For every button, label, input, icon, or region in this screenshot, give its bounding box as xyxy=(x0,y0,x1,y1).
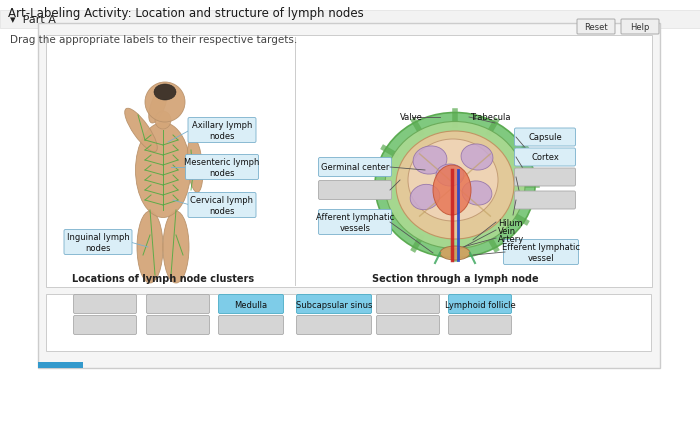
FancyBboxPatch shape xyxy=(188,118,256,143)
Text: ▾  Part A: ▾ Part A xyxy=(10,15,56,25)
FancyBboxPatch shape xyxy=(377,295,440,314)
FancyBboxPatch shape xyxy=(318,158,391,177)
Text: Cortex: Cortex xyxy=(531,153,559,162)
Ellipse shape xyxy=(375,113,535,258)
FancyBboxPatch shape xyxy=(514,169,575,187)
Text: Help: Help xyxy=(630,23,650,32)
Text: Vein: Vein xyxy=(498,226,516,235)
Text: Reset: Reset xyxy=(584,23,608,32)
FancyBboxPatch shape xyxy=(218,295,284,314)
Ellipse shape xyxy=(433,166,471,215)
FancyBboxPatch shape xyxy=(514,149,575,166)
Text: Valve: Valve xyxy=(400,113,423,122)
Text: Section through a lymph node: Section through a lymph node xyxy=(372,273,538,283)
FancyBboxPatch shape xyxy=(514,129,575,147)
Ellipse shape xyxy=(163,212,189,283)
FancyBboxPatch shape xyxy=(146,295,209,314)
Text: Lymphoid follicle: Lymphoid follicle xyxy=(444,300,515,309)
Ellipse shape xyxy=(187,138,203,193)
Text: Germinal center: Germinal center xyxy=(321,163,389,172)
Ellipse shape xyxy=(396,132,514,240)
FancyBboxPatch shape xyxy=(621,20,659,35)
FancyBboxPatch shape xyxy=(297,295,372,314)
Text: Drag the appropriate labels to their respective targets.: Drag the appropriate labels to their res… xyxy=(10,35,298,45)
FancyBboxPatch shape xyxy=(318,210,391,235)
FancyBboxPatch shape xyxy=(377,316,440,335)
Text: Medulla: Medulla xyxy=(234,300,267,309)
FancyBboxPatch shape xyxy=(577,20,615,35)
Ellipse shape xyxy=(154,85,176,101)
FancyBboxPatch shape xyxy=(186,155,258,180)
Text: Axillary lymph
nodes: Axillary lymph nodes xyxy=(192,121,252,140)
Ellipse shape xyxy=(136,123,190,218)
FancyBboxPatch shape xyxy=(38,24,660,368)
Ellipse shape xyxy=(385,122,525,249)
Text: Artery: Artery xyxy=(498,234,524,243)
Text: Inguinal lymph
nodes: Inguinal lymph nodes xyxy=(66,233,130,252)
Ellipse shape xyxy=(155,112,171,130)
FancyBboxPatch shape xyxy=(38,362,83,368)
Text: Locations of lymph node clusters: Locations of lymph node clusters xyxy=(72,273,254,283)
Ellipse shape xyxy=(461,144,493,171)
Circle shape xyxy=(145,83,185,123)
Ellipse shape xyxy=(125,109,158,152)
Ellipse shape xyxy=(436,165,464,187)
Text: Efferent lymphatic
vessel: Efferent lymphatic vessel xyxy=(502,243,580,262)
FancyBboxPatch shape xyxy=(46,294,651,351)
FancyBboxPatch shape xyxy=(449,295,512,314)
FancyBboxPatch shape xyxy=(74,316,136,335)
Ellipse shape xyxy=(440,246,470,261)
FancyBboxPatch shape xyxy=(188,193,256,218)
Text: Art-Labeling Activity: Location and structure of lymph nodes: Art-Labeling Activity: Location and stru… xyxy=(8,7,364,20)
Ellipse shape xyxy=(413,147,447,175)
FancyBboxPatch shape xyxy=(74,295,136,314)
Text: Mesenteric lymph
nodes: Mesenteric lymph nodes xyxy=(184,158,260,177)
FancyBboxPatch shape xyxy=(503,240,578,265)
Ellipse shape xyxy=(137,212,163,283)
FancyBboxPatch shape xyxy=(218,316,284,335)
FancyBboxPatch shape xyxy=(64,230,132,255)
FancyBboxPatch shape xyxy=(46,36,652,287)
Text: Subcapsular sinus: Subcapsular sinus xyxy=(296,300,372,309)
Ellipse shape xyxy=(149,88,167,124)
FancyBboxPatch shape xyxy=(318,181,391,200)
Ellipse shape xyxy=(408,140,498,221)
FancyBboxPatch shape xyxy=(146,316,209,335)
Text: Cervical lymph
nodes: Cervical lymph nodes xyxy=(190,196,253,215)
Ellipse shape xyxy=(410,185,440,210)
Text: Hilum: Hilum xyxy=(498,218,523,227)
Text: Capsule: Capsule xyxy=(528,133,562,142)
FancyBboxPatch shape xyxy=(514,191,575,209)
Text: Trabecula: Trabecula xyxy=(470,113,510,122)
FancyBboxPatch shape xyxy=(0,11,700,29)
FancyBboxPatch shape xyxy=(449,316,512,335)
FancyBboxPatch shape xyxy=(297,316,372,335)
Text: Afferent lymphatic
vessels: Afferent lymphatic vessels xyxy=(316,213,394,232)
Ellipse shape xyxy=(462,181,492,206)
